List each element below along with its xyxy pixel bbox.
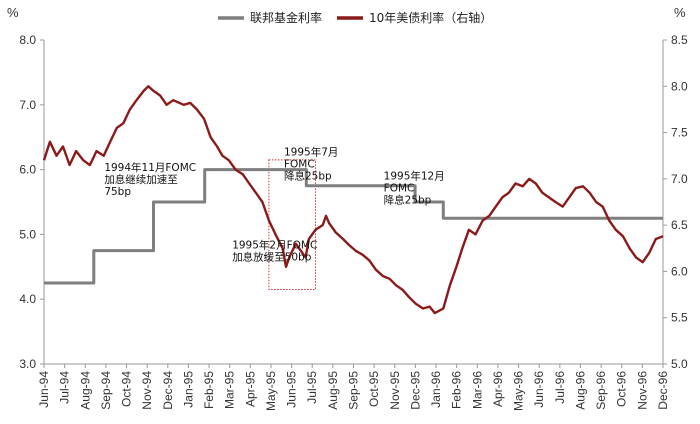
highlight-box-rect (268, 159, 316, 290)
annotation-label: 1995年12月 FOMC 降息25bp (384, 169, 445, 206)
series (42, 85, 664, 315)
x-tick-label: May-96 (512, 371, 526, 411)
series-line-fed-funds (44, 168, 663, 285)
x-tick-label: Jun-96 (532, 371, 546, 408)
y-right-ticks: 5.0 5.5 6.0 6.5 7.0 7.5 8.0 8.5 (663, 33, 688, 371)
x-tick-label: Feb-95 (202, 371, 216, 409)
legend-label-10y-treasury: 10年美债利率（右轴） (369, 10, 492, 25)
y-right-tick-label: 6.5 (671, 218, 688, 232)
axes (43, 40, 664, 365)
y-left-tick-label: 6.0 (19, 163, 36, 177)
y-left-unit: % (7, 5, 19, 20)
x-tick-label: Dec-94 (161, 371, 175, 410)
y-right-tick-label: 5.5 (671, 311, 688, 325)
x-tick-label: Aug-95 (326, 371, 340, 410)
annotation-line: 加息继续加速至 (104, 173, 177, 186)
x-tick-label: Jan-95 (181, 371, 195, 408)
x-tick-label: Sep-96 (594, 371, 608, 410)
y-left-tick-label: 7.0 (19, 98, 36, 112)
annotation-line: FOMC (284, 158, 315, 170)
series-line-10y-treasury (42, 85, 664, 315)
y-right-tick-label: 8.5 (671, 33, 688, 47)
annotation-label: 1995年7月 FOMC 降息25bp (284, 145, 338, 182)
x-tick-label: Sep-95 (347, 371, 361, 410)
x-tick-label: Nov-96 (635, 371, 649, 410)
annotation-line: 降息25bp (284, 169, 332, 182)
x-tick-label: Nov-95 (388, 371, 402, 410)
y-left-ticks: 3.0 4.0 5.0 6.0 7.0 8.0 (19, 33, 44, 371)
annotation-label: 1995年2月FOMC 加息放缓至50bp (232, 239, 317, 264)
x-tick-label: Nov-94 (140, 371, 154, 410)
x-tick-label: Mar-95 (223, 371, 237, 409)
x-tick-label: Aug-96 (573, 371, 587, 410)
annotation-line: 降息25bp (384, 193, 432, 206)
annotation-label: 1994年11月FOMC 加息继续加速至 75bp (104, 161, 196, 198)
x-tick-label: Dec-96 (656, 371, 670, 410)
annotation-line: 1995年12月 (384, 169, 445, 182)
x-tick-label: Feb-96 (450, 371, 464, 409)
annotations: 1994年11月FOMC 加息继续加速至 75bp 1995年2月FOMC 加息放缓至5… (104, 145, 444, 263)
annotation-line: 加息放缓至50bp (232, 251, 312, 264)
annotation-line: 1995年7月 (284, 145, 338, 158)
annotation-line: 75bp (104, 186, 131, 198)
legend: 联邦基金利率 10年美债利率（右轴） (218, 10, 492, 25)
x-tick-label: Jan-96 (429, 371, 443, 408)
y-left-tick-label: 8.0 (19, 33, 36, 47)
y-right-unit: % (674, 5, 686, 20)
y-right-tick-label: 7.0 (671, 172, 688, 186)
x-tick-label: Apr-96 (491, 371, 505, 407)
annotation-line: FOMC (384, 182, 415, 194)
x-tick-label: Jun-95 (285, 371, 299, 408)
legend-label-fed-funds: 联邦基金利率 (250, 10, 322, 25)
x-ticks: Jun-94 Jul-94 Aug-94 Sep-94 Oct-94 Nov-94 Dec-… (37, 364, 670, 411)
x-tick-label: May-95 (264, 371, 278, 411)
x-tick-label: Dec-95 (408, 371, 422, 410)
x-tick-label: Aug-94 (78, 371, 92, 410)
y-left-tick-label: 4.0 (19, 292, 36, 306)
y-right-tick-label: 6.0 (671, 264, 688, 278)
highlight-box (268, 159, 316, 290)
x-tick-label: Jul-96 (553, 371, 567, 404)
x-tick-label: Jul-94 (58, 371, 72, 404)
x-tick-label: Oct-95 (367, 371, 381, 407)
y-left-tick-label: 3.0 (19, 357, 36, 371)
x-tick-label: Apr-95 (243, 371, 257, 407)
annotation-line: 1995年2月FOMC (232, 239, 317, 252)
y-right-tick-label: 8.0 (671, 79, 688, 93)
annotation-line: 1994年11月FOMC (104, 161, 196, 174)
x-tick-label: Mar-96 (470, 371, 484, 409)
x-tick-label: Jun-94 (37, 371, 51, 408)
x-tick-label: Oct-96 (615, 371, 629, 407)
y-right-tick-label: 5.0 (671, 357, 688, 371)
y-left-tick-label: 5.0 (19, 227, 36, 241)
x-tick-label: Sep-94 (99, 371, 113, 410)
x-tick-label: Oct-94 (120, 371, 134, 407)
y-right-tick-label: 7.5 (671, 126, 688, 140)
x-tick-label: Jul-95 (305, 371, 319, 404)
